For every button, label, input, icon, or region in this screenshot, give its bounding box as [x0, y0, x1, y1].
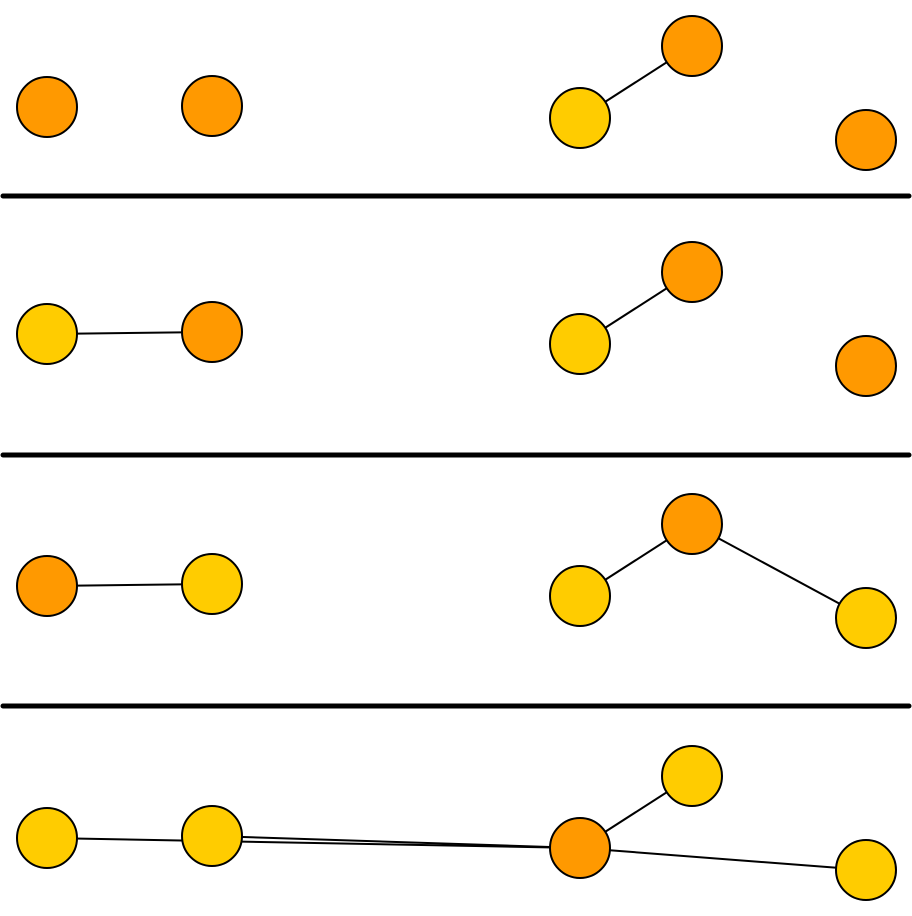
edge-c-e: [579, 847, 867, 871]
panels: [16, 15, 897, 901]
panel-dividers: [0, 193, 912, 709]
node-a-orange: [16, 76, 78, 138]
node-e-yellow: [835, 587, 897, 649]
node-b-orange: [181, 75, 243, 137]
node-c-yellow: [549, 87, 611, 149]
node-c-yellow: [549, 313, 611, 375]
node-e-orange: [835, 109, 897, 171]
panel-2: [16, 241, 897, 397]
node-a-yellow: [16, 303, 78, 365]
node-b-orange: [181, 301, 243, 363]
node-e-yellow: [835, 839, 897, 901]
node-d-orange: [661, 493, 723, 555]
node-c-orange: [549, 817, 611, 879]
node-a-yellow: [16, 807, 78, 869]
node-d-orange: [661, 15, 723, 77]
panel-4: [16, 745, 897, 901]
node-b-yellow: [181, 553, 243, 615]
edge-d-e: [691, 523, 867, 619]
node-b-yellow: [181, 805, 243, 867]
panel-3: [16, 493, 897, 649]
panel-1: [16, 15, 897, 171]
node-d-yellow: [661, 745, 723, 807]
node-a-orange: [16, 555, 78, 617]
edge-b-c: [211, 835, 581, 849]
node-d-orange: [661, 241, 723, 303]
edge-a-c: [46, 837, 581, 849]
node-c-yellow: [549, 565, 611, 627]
node-e-orange: [835, 335, 897, 397]
